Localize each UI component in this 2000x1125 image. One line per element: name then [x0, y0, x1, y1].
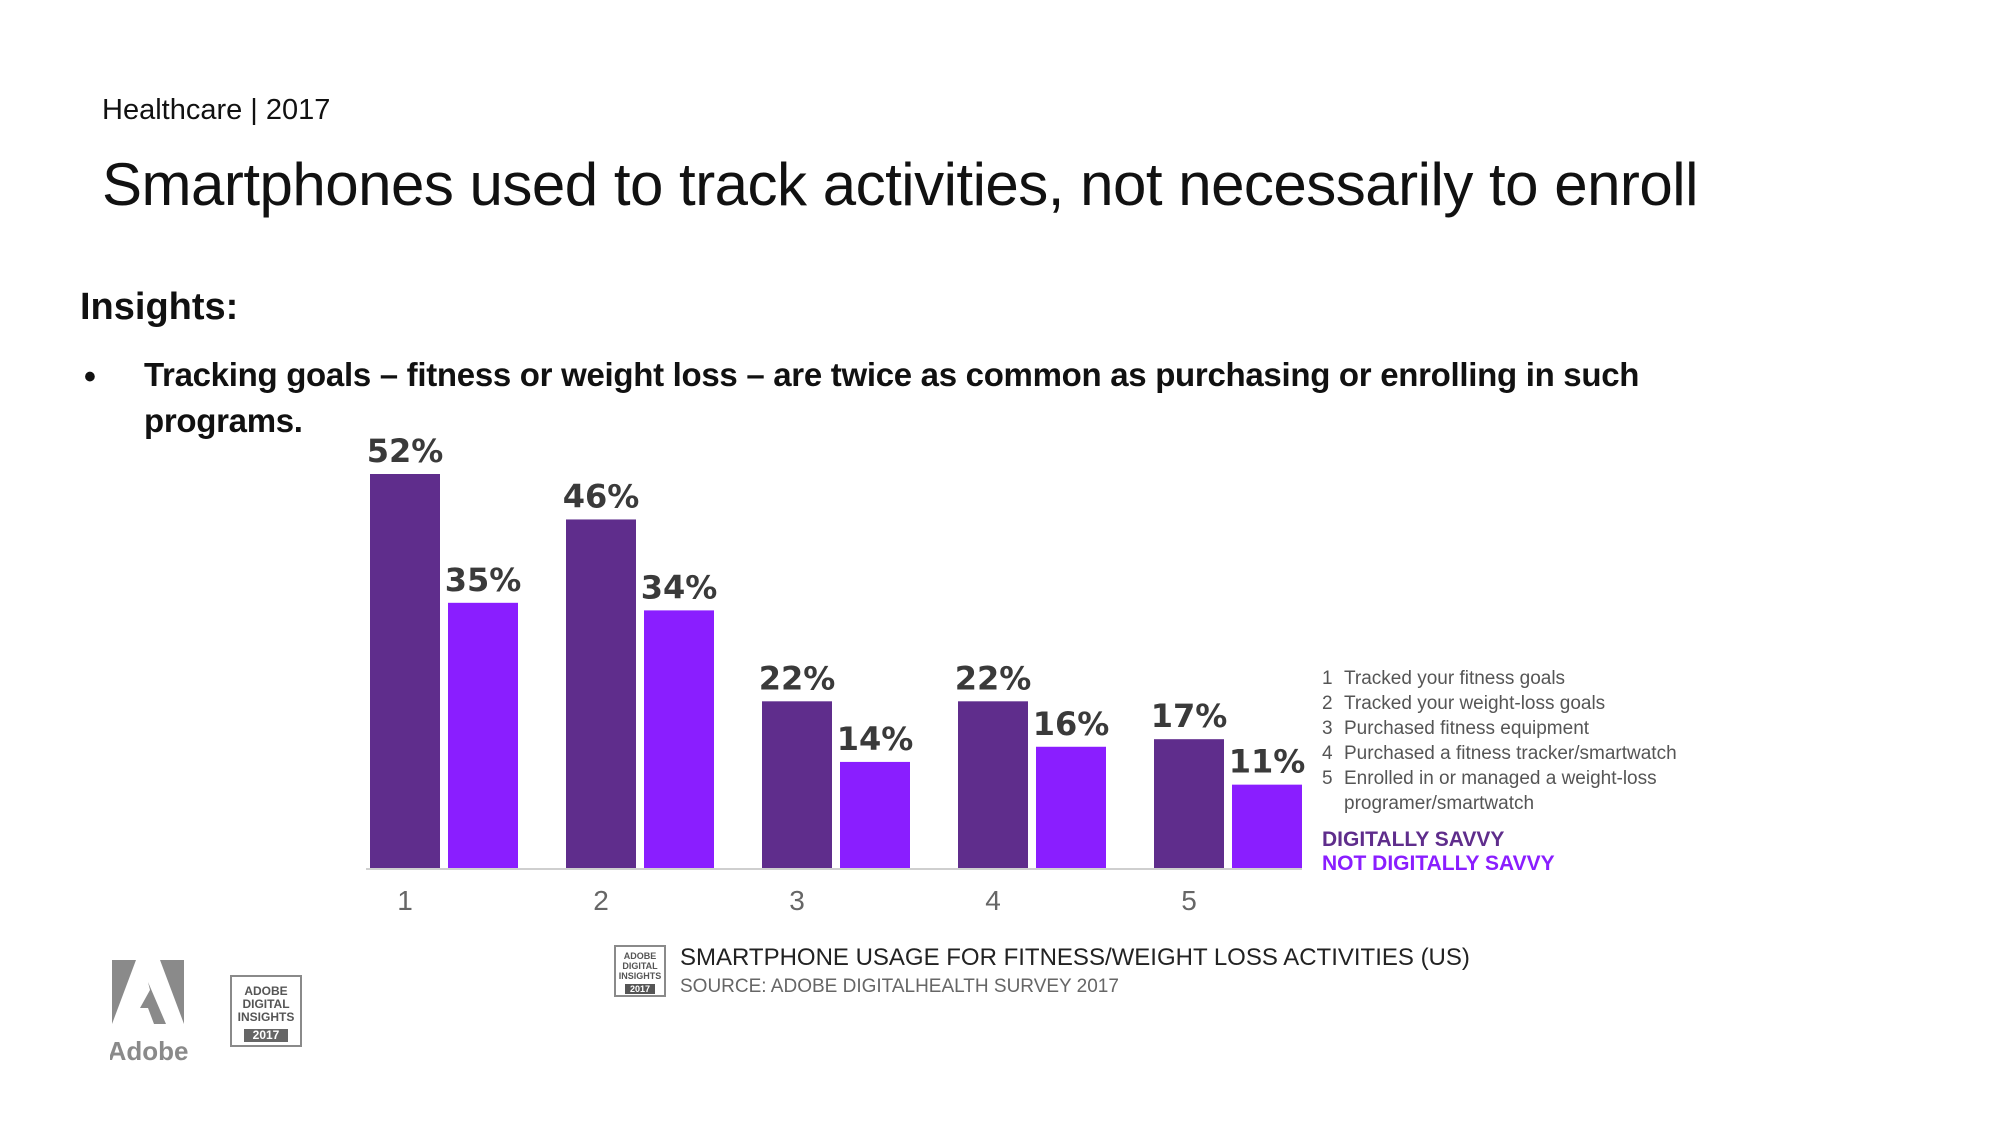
data-label-series2-cat4: 16% — [1033, 705, 1110, 743]
badge-line: INSIGHTS — [618, 971, 662, 981]
bar-series2-cat1 — [448, 602, 518, 868]
legend-text: Enrolled in or managed a weight-loss pro… — [1344, 768, 1657, 814]
bar-series1-cat4 — [958, 701, 1028, 868]
page-title: Smartphones used to track activities, no… — [102, 151, 1698, 218]
bar-series2-cat5 — [1232, 784, 1302, 868]
x-tick-label: 1 — [397, 885, 413, 916]
x-tick-label: 2 — [593, 885, 609, 916]
legend-num: 4 — [1322, 743, 1333, 764]
legend-num: 3 — [1322, 718, 1333, 739]
data-label-series1-cat1: 52% — [367, 432, 444, 470]
legend-row: 3 Purchased fitness equipment — [1322, 716, 1684, 741]
bar-series1-cat1 — [370, 474, 440, 868]
section-kicker: Healthcare | 2017 — [102, 94, 331, 126]
adobe-digital-insights-badge: ADOBE DIGITAL INSIGHTS 2017 — [230, 975, 302, 1047]
series-legend-not-digitally-savvy: NOT DIGITALLY SAVVY — [1322, 852, 1555, 875]
insight-bullet-text: Tracking goals – fitness or weight loss … — [144, 356, 1640, 439]
legend-row: 2 Tracked your weight-loss goals — [1322, 691, 1684, 716]
legend-num: 1 — [1322, 668, 1333, 689]
x-tick-label: 5 — [1181, 885, 1197, 916]
legend-num: 5 — [1322, 768, 1333, 789]
data-label-series2-cat5: 11% — [1229, 743, 1306, 781]
badge-line: ADOBE — [244, 984, 288, 998]
data-label-series2-cat3: 14% — [837, 720, 914, 758]
badge-year: 2017 — [625, 984, 655, 994]
series-legend: DIGITALLY SAVVY NOT DIGITALLY SAVVY — [1322, 828, 1555, 876]
category-legend: 1 Tracked your fitness goals 2 Tracked you… — [1322, 666, 1684, 816]
chart-source: SOURCE: ADOBE DIGITALHEALTH SURVEY 2017 — [680, 976, 1119, 997]
data-label-series1-cat4: 22% — [955, 659, 1032, 697]
legend-num: 2 — [1322, 693, 1333, 714]
data-label-series1-cat5: 17% — [1151, 697, 1228, 735]
adobe-logo-center — [140, 982, 166, 1024]
data-label-series2-cat2: 34% — [641, 568, 718, 606]
badge-line: ADOBE — [623, 951, 657, 961]
adobe-logo-right — [160, 960, 184, 1024]
legend-row: 1 Tracked your fitness goals — [1322, 666, 1684, 691]
bar-series2-cat3 — [840, 761, 910, 868]
data-label-series1-cat2: 46% — [563, 477, 640, 515]
bar-series1-cat2 — [566, 519, 636, 868]
badge-line: DIGITAL — [242, 997, 290, 1011]
x-tick-label: 4 — [985, 885, 1001, 916]
legend-text: Purchased fitness equipment — [1344, 718, 1590, 739]
chart-caption: SMARTPHONE USAGE FOR FITNESS/WEIGHT LOSS… — [680, 944, 1470, 998]
bar-series1-cat3 — [762, 701, 832, 868]
legend-text: Purchased a fitness tracker/smartwatch — [1344, 743, 1677, 764]
legend-row: 5 Enrolled in or managed a weight-loss pr… — [1322, 766, 1684, 816]
adobe-logo-left — [112, 960, 136, 1024]
badge-line: INSIGHTS — [237, 1010, 295, 1024]
series-legend-digitally-savvy: DIGITALLY SAVVY — [1322, 828, 1505, 851]
badge-line: DIGITAL — [622, 961, 658, 971]
legend-row: 4 Purchased a fitness tracker/smartwatch — [1322, 741, 1684, 766]
insights-heading: Insights: — [80, 286, 239, 328]
adobe-logo: Adobe — [110, 960, 188, 1066]
x-tick-label: 3 — [789, 885, 805, 916]
bar-series2-cat2 — [644, 610, 714, 868]
data-label-series1-cat3: 22% — [759, 659, 836, 697]
bar-series2-cat4 — [1036, 746, 1106, 868]
legend-text: Tracked your fitness goals — [1344, 668, 1566, 689]
legend-text: Tracked your weight-loss goals — [1344, 693, 1606, 714]
source-badge: ADOBE DIGITAL INSIGHTS 2017 — [614, 945, 666, 997]
chart-title: SMARTPHONE USAGE FOR FITNESS/WEIGHT LOSS… — [680, 944, 1470, 971]
bullet-dot: • — [84, 358, 96, 396]
data-label-series2-cat1: 35% — [445, 561, 522, 599]
badge-year: 2017 — [244, 1029, 288, 1042]
adobe-logo-text: Adobe — [110, 1036, 188, 1066]
bar-series1-cat5 — [1154, 739, 1224, 868]
